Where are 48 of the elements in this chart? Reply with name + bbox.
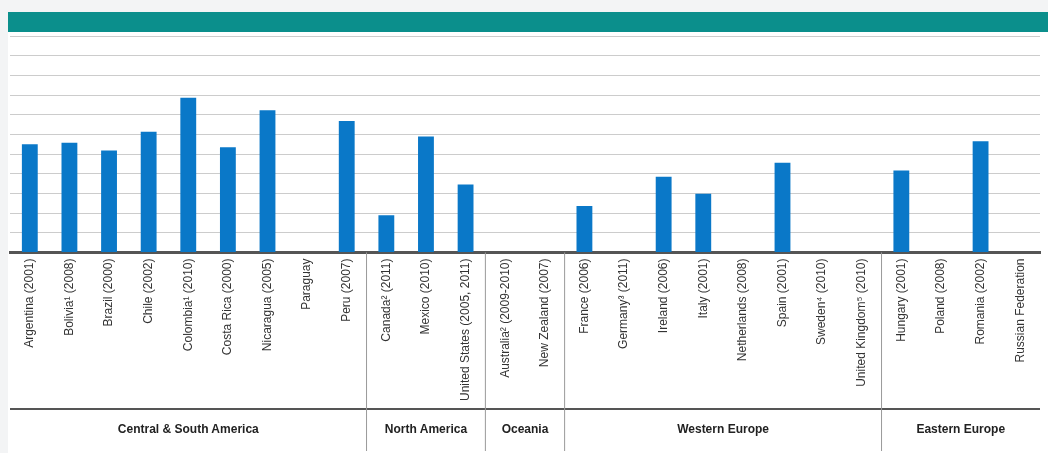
bar	[774, 162, 791, 252]
x-tick-label: France (2006)	[576, 258, 591, 334]
bar	[655, 176, 672, 252]
x-tick-label: Costa Rica (2000)	[220, 258, 235, 356]
x-tick-label: Bolivia¹ (2008)	[61, 258, 76, 336]
bar	[259, 110, 276, 252]
x-tick-label: Chile (2002)	[140, 258, 155, 324]
text: Western Europe	[677, 422, 770, 437]
x-tick-label: Hungary (2001)	[893, 258, 908, 342]
x-tick-label: Nicaragua (2005)	[259, 258, 274, 352]
bar	[101, 150, 117, 252]
text: Central & South America	[117, 422, 260, 437]
text: Eastern Europe	[916, 422, 1006, 437]
x-tick-label: Mexico (2010)	[418, 258, 433, 335]
text: North America	[384, 422, 468, 437]
text: Oceania	[501, 422, 549, 437]
x-tick-label: Poland (2008)	[933, 258, 948, 334]
bar	[140, 131, 157, 252]
bar	[418, 136, 434, 252]
bar	[457, 184, 474, 252]
x-tick-label: Russian Federation	[1012, 258, 1027, 363]
x-tick-label: Colombia¹ (2010)	[180, 258, 195, 352]
x-tick-label: Sweden⁴ (2010)	[814, 258, 829, 346]
x-tick-label: Spain (2001)	[774, 258, 789, 328]
x-tick-label: Canada² (2011)	[378, 258, 393, 342]
x-tick-label: Germany³ (2011)	[616, 258, 631, 349]
bar	[576, 206, 593, 252]
bar	[219, 147, 236, 252]
x-tick-label: New Zealand (2007)	[537, 258, 552, 368]
x-tick-label: Peru (2007)	[339, 258, 354, 322]
bar	[893, 170, 910, 252]
x-tick-label: United Kingdom⁵ (2010)	[854, 258, 869, 387]
bar	[338, 121, 355, 252]
bar	[21, 144, 38, 252]
bar	[61, 142, 78, 252]
x-tick-label: Paraguay	[299, 258, 314, 310]
x-tick-label: Argentina (2001)	[22, 258, 37, 348]
bar	[972, 141, 989, 252]
bar	[180, 97, 197, 252]
bar	[695, 193, 712, 252]
bar	[378, 215, 395, 252]
x-tick-label: Italy (2001)	[695, 258, 710, 319]
x-tick-label: Romania (2002)	[972, 258, 987, 345]
x-tick-label: United States (2005, 2011)	[457, 258, 472, 402]
x-tick-label: Brazil (2000)	[101, 258, 116, 327]
x-tick-label: Ireland (2006)	[655, 258, 670, 334]
x-tick-label: Australia² (2009-2010)	[497, 258, 512, 378]
x-tick-label: Netherlands (2008)	[735, 258, 750, 362]
